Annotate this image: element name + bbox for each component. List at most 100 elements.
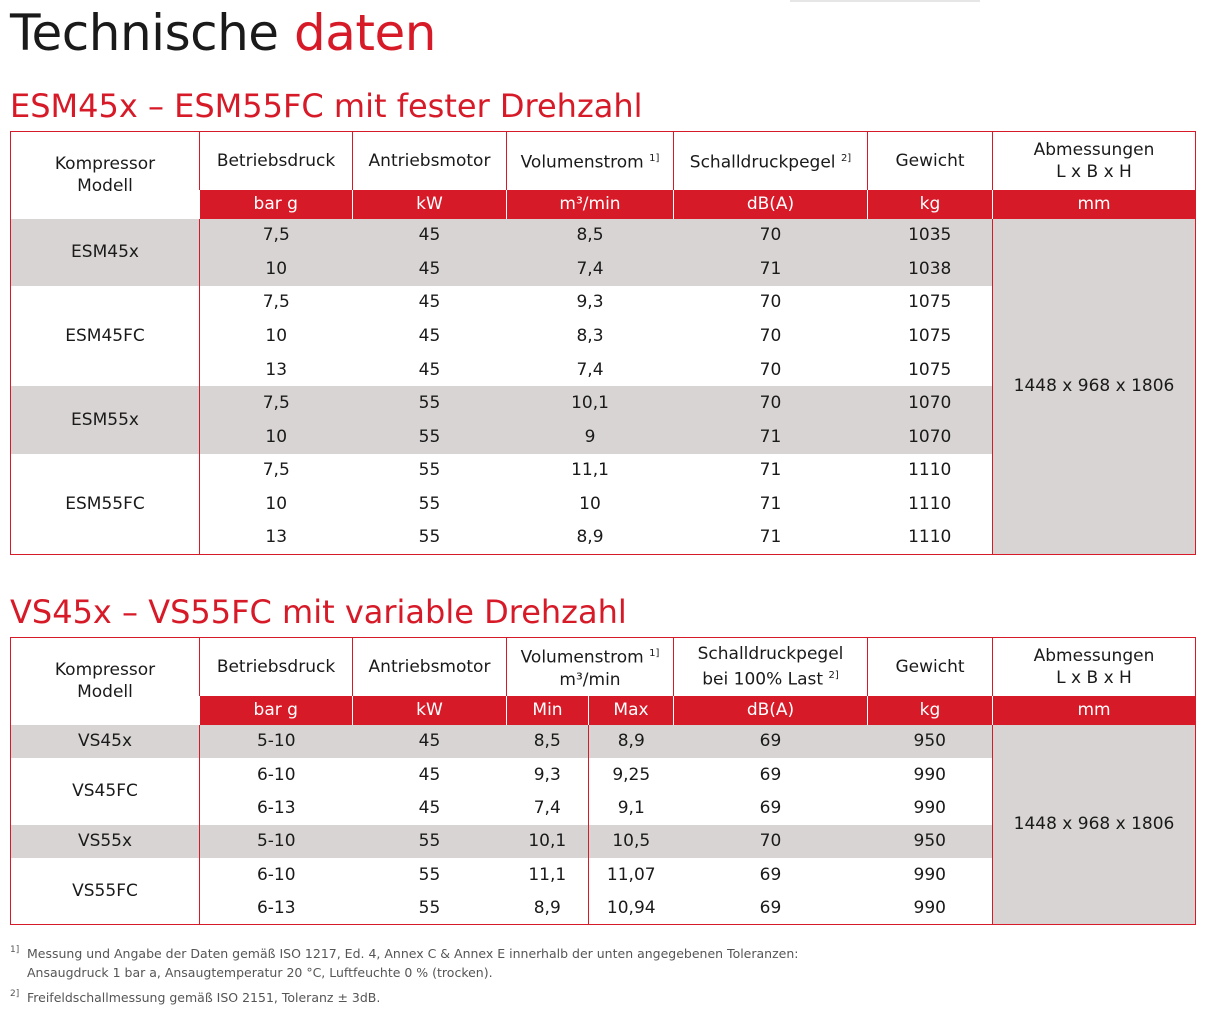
value-cell: 70 <box>759 292 782 313</box>
spec-table-variable-speed: Kompressor Modell Betriebsdruck Antriebsm… <box>10 637 1196 926</box>
value-cell: 6-13 <box>256 797 296 818</box>
table-row: 10 55 9 71 1070 <box>11 420 1196 454</box>
table-row: ESM45FC 7,5 45 9,3 70 1075 <box>10 285 1196 387</box>
value-cell: 9,25 <box>588 757 674 792</box>
header-dimensions: Abmessungen L x B x H <box>992 131 1196 190</box>
unit-dimensions: mm <box>992 189 1196 219</box>
table-row: 13 55 8,9 71 1110 <box>11 521 1196 555</box>
page-title: Technische daten <box>10 4 436 62</box>
dimensions-cell: 1448 x 968 x 1806 <box>992 218 1196 555</box>
value-cell: 45 <box>418 326 441 347</box>
value-cell: 55 <box>418 527 441 548</box>
value-cell: 10,94 <box>588 891 674 925</box>
value-cell: 10 <box>265 326 288 347</box>
value-cell: 69 <box>759 897 782 918</box>
value-cell: 7,4 <box>576 359 604 380</box>
footnote-ref-2: 2] <box>840 152 852 164</box>
header-dimensions: Abmessungen L x B x H <box>992 637 1196 696</box>
value-cell: 950 <box>867 824 993 859</box>
table-row: 6-13 45 7,4 9,1 69 990 <box>11 791 1196 825</box>
value-cell: 10 <box>265 494 288 515</box>
footnote-line: Messung und Angabe der Daten gemäß ISO 1… <box>27 946 799 961</box>
table-row: ESM55FC 7,5 55 11,1 71 1110 <box>10 453 1196 555</box>
unit-flow: m³/min <box>506 189 674 219</box>
value-cell: 9,3 <box>533 764 561 785</box>
table-row: 13 45 7,4 70 1075 <box>11 353 1196 387</box>
value-cell: 1075 <box>908 326 952 347</box>
table-row: VS45FC 6-10 45 9,3 9,25 69 990 <box>10 757 1196 825</box>
value-cell: 9,3 <box>576 292 604 313</box>
footnote-line: Freifeldschallmessung gemäß ISO 2151, To… <box>27 990 381 1005</box>
top-divider-line <box>790 0 980 2</box>
unit-flow-max: Max <box>588 695 674 725</box>
value-cell: 71 <box>759 494 782 515</box>
page-title-main: Technische <box>10 4 279 62</box>
value-cell: 70 <box>673 218 868 253</box>
footnote: 2] Freifeldschallmessung gemäß ISO 2151, … <box>10 988 798 1007</box>
value-cell: 55 <box>352 420 507 454</box>
value-cell: 13 <box>265 359 288 380</box>
value-cell: 6-10 <box>256 764 296 785</box>
value-cell: 8,5 <box>506 724 589 758</box>
value-cell: 55 <box>418 494 441 515</box>
footnote: 1] Messung und Angabe der Daten gemäß ISO… <box>10 944 798 982</box>
header-flow-unit: m³/min <box>559 669 621 690</box>
value-cell: 7,4 <box>506 252 674 286</box>
value-cell: 69 <box>759 864 782 885</box>
value-cell: 71 <box>673 420 868 454</box>
value-cell: 8,5 <box>506 218 674 253</box>
model-cell: VS45FC <box>10 757 200 825</box>
header-sound: Schalldruckpegel bei 100% Last 2] <box>673 637 868 696</box>
value-cell: 11,1 <box>528 864 567 885</box>
value-cell: 71 <box>759 527 782 548</box>
value-cell: 7,4 <box>533 797 561 818</box>
value-cell: 10,1 <box>506 386 674 421</box>
value-cell: 1110 <box>908 460 952 481</box>
table-row: VS45x 5-10 45 8,5 8,9 69 950 1448 x 968 x 1806 <box>10 724 1196 925</box>
value-cell: 7,5 <box>199 218 353 253</box>
table-row: 10 45 8,3 70 1075 <box>11 319 1196 353</box>
value-cell: 6-10 <box>256 864 296 885</box>
value-cell: 6-13 <box>256 897 296 918</box>
value-cell: 10 <box>199 420 353 454</box>
unit-flow-min: Min <box>506 695 589 725</box>
dimensions-cell: 1448 x 968 x 1806 <box>992 724 1196 925</box>
footnote-ref-1: 1] <box>649 647 660 659</box>
unit-dimensions: mm <box>992 695 1196 725</box>
value-cell: 1075 <box>908 292 952 313</box>
value-cell: 7,5 <box>199 386 353 421</box>
footnotes: 1] Messung und Angabe der Daten gemäß ISO… <box>10 944 798 1013</box>
value-cell: 10,5 <box>588 824 674 859</box>
unit-motor: kW <box>352 189 507 219</box>
value-cell: 70 <box>673 824 868 859</box>
footnote-line: Ansaugdruck 1 bar a, Ansaugtemperatur 20… <box>27 965 493 980</box>
value-cell: 8,3 <box>576 326 604 347</box>
value-cell: 1035 <box>867 218 993 253</box>
value-cell: 1070 <box>867 420 993 454</box>
unit-weight: kg <box>867 695 993 725</box>
value-cell: 11,1 <box>571 460 609 481</box>
value-cell: 1110 <box>908 494 952 515</box>
value-cell: 45 <box>352 252 507 286</box>
value-cell: 70 <box>759 326 782 347</box>
footnote-text: Freifeldschallmessung gemäß ISO 2151, To… <box>27 988 380 1007</box>
unit-pressure: bar g <box>199 695 353 725</box>
unit-weight: kg <box>867 189 993 219</box>
header-motor: Antriebsmotor <box>352 131 507 190</box>
value-cell: 990 <box>913 864 946 885</box>
value-cell: 55 <box>418 460 441 481</box>
table-row: 10 55 10 71 1110 <box>11 487 1196 521</box>
header-flow: Volumenstrom 1] m³/min <box>506 637 674 696</box>
value-cell: 7,5 <box>262 460 290 481</box>
value-cell: 13 <box>265 527 288 548</box>
value-cell: 55 <box>352 386 507 421</box>
header-weight: Gewicht <box>867 637 993 696</box>
value-cell: 5-10 <box>199 724 353 758</box>
value-cell: 8,9 <box>576 527 604 548</box>
model-cell: ESM55x <box>10 386 200 454</box>
value-cell: 55 <box>418 864 441 885</box>
spec-table-fixed-speed: Kompressor Modell Betriebsdruck Antriebsm… <box>10 131 1196 555</box>
value-cell: 70 <box>673 386 868 421</box>
value-cell: 69 <box>759 764 782 785</box>
value-cell: 10 <box>199 252 353 286</box>
